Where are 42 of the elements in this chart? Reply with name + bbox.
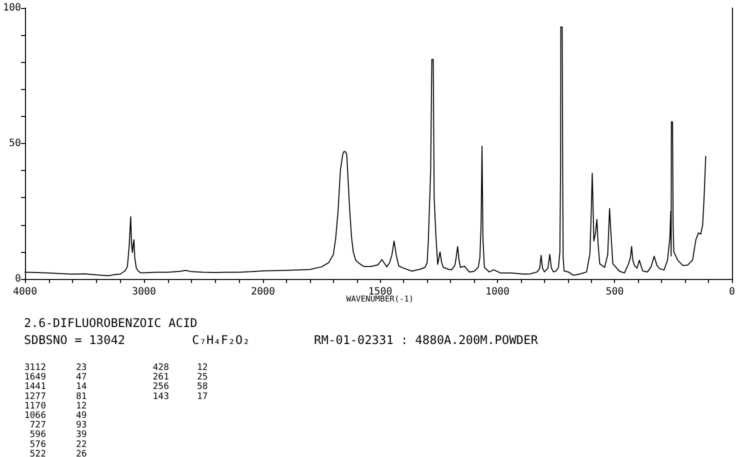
text: 143 [152, 392, 169, 402]
text: 256 [152, 382, 169, 392]
text: RM-01-02331 : 4880A.200M.POWDER [314, 333, 539, 347]
text: 12 [76, 401, 87, 412]
text: 576 [30, 440, 46, 450]
x-tick-label: 3000 [132, 286, 156, 298]
text: 12 [197, 363, 208, 373]
text: 26 [76, 449, 87, 457]
text: SDBSNO = 13042 [24, 333, 126, 347]
text: 428 [152, 363, 169, 373]
text: C₇H₄F₂O₂ [192, 333, 250, 347]
y-tick-label: 100 [3, 2, 22, 14]
text: 17 [197, 392, 208, 402]
text: 49 [76, 411, 87, 421]
text: 22 [76, 440, 87, 450]
text: 1066 [24, 411, 46, 421]
text: 596 [30, 430, 46, 440]
x-tick-label: 0 [728, 286, 736, 298]
text: 1441 [24, 382, 46, 392]
text: 1277 [24, 392, 46, 402]
text: 2.6-DIFLUOROBENZOIC ACID [24, 316, 198, 330]
text: 727 [30, 420, 46, 431]
text: 39 [76, 430, 87, 440]
text: 23 [76, 363, 87, 373]
text: 1649 [24, 372, 46, 383]
x-axis-title: WAVENUMBER(-1) [346, 294, 414, 304]
x-tick-label: 1000 [485, 286, 510, 298]
text: 93 [76, 420, 87, 431]
text: 261 [152, 372, 169, 383]
text: 1170 [24, 401, 46, 412]
x-tick-label: 4000 [13, 286, 38, 298]
text: 14 [76, 382, 87, 392]
text: 25 [197, 372, 208, 383]
text: 522 [30, 449, 46, 457]
y-tick-label: 50 [9, 138, 22, 149]
text: 47 [76, 372, 87, 383]
y-tick-label: 0 [15, 274, 22, 284]
text: 58 [197, 382, 208, 392]
x-tick-label: 500 [606, 286, 624, 298]
text: 81 [76, 392, 87, 402]
x-tick-label: 2000 [250, 286, 276, 298]
text: 3112 [24, 363, 46, 373]
